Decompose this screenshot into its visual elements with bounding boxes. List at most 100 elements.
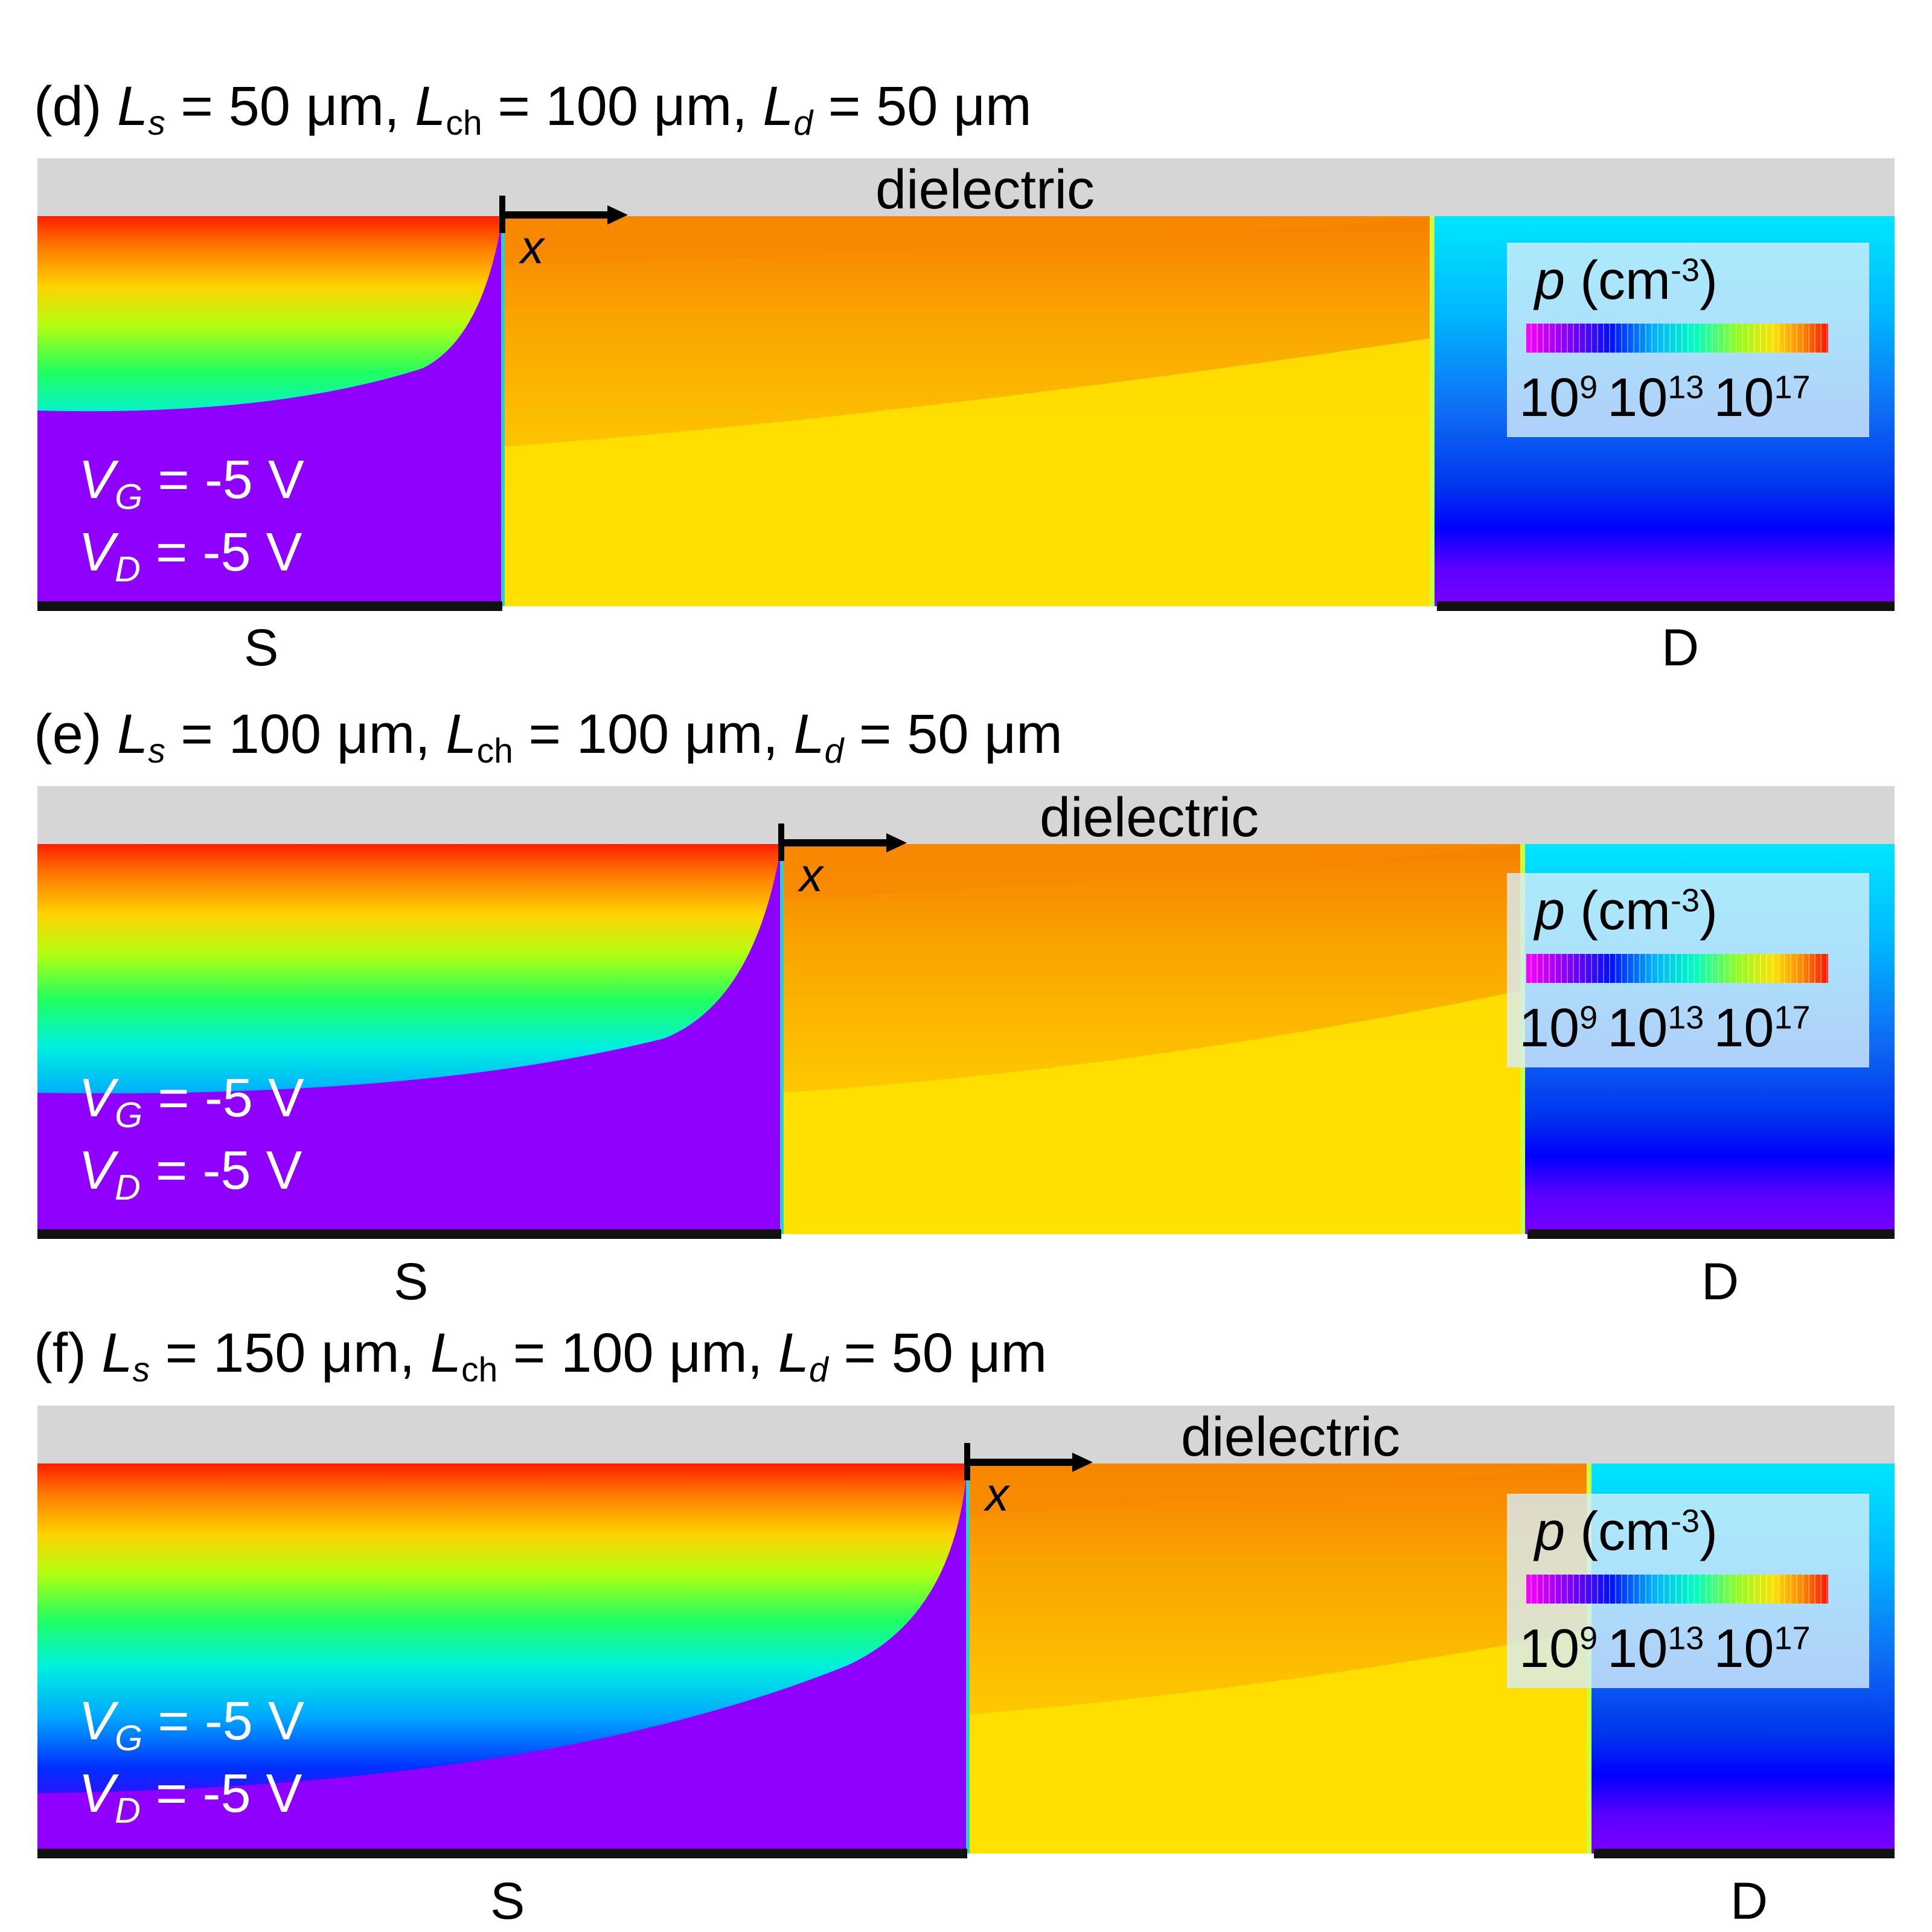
colorbar-level-divider — [1531, 324, 1532, 353]
colorbar-level-divider — [1621, 324, 1622, 353]
colorbar-level-divider — [1826, 324, 1828, 353]
colorbar-level-divider — [1712, 1575, 1713, 1604]
colorbar — [1526, 1575, 1828, 1604]
colorbar-level-divider — [1639, 954, 1640, 983]
colorbar-level-divider — [1645, 324, 1646, 353]
colorbar-level-divider — [1543, 1575, 1544, 1604]
colorbar-level-divider — [1675, 1575, 1677, 1604]
colorbar-level-divider — [1669, 954, 1671, 983]
source-label: S — [394, 1253, 429, 1311]
colorbar-level-divider — [1814, 1575, 1815, 1604]
colorbar-level-divider — [1615, 1575, 1616, 1604]
colorbar-level-divider — [1706, 954, 1707, 983]
colorbar-level-divider — [1820, 324, 1822, 353]
colorbar-level-divider — [1796, 954, 1797, 983]
vd-label: VD = -5 V — [78, 1764, 302, 1831]
panel-label: (d) — [34, 75, 102, 137]
colorbar-level-divider — [1603, 954, 1604, 983]
x-arrow-head — [607, 205, 628, 225]
ld-value: 50 μm — [891, 1322, 1048, 1384]
lch-value: 100 μm — [545, 75, 732, 137]
drain-label: D — [1662, 619, 1700, 677]
vg-label: VG = -5 V — [78, 450, 304, 517]
colorbar-level-divider — [1561, 1575, 1562, 1604]
colorbar-level-divider — [1730, 324, 1731, 353]
x-arrow-shaft — [967, 1459, 1076, 1466]
dielectric-label: dielectric — [1181, 1406, 1401, 1468]
colorbar-level-divider — [1724, 1575, 1725, 1604]
colorbar-level-divider — [1663, 954, 1665, 983]
colorbar-level-divider — [1802, 954, 1803, 983]
colorbar-level-divider — [1772, 954, 1773, 983]
colorbar — [1526, 324, 1828, 353]
tick-label: 109 — [1519, 368, 1598, 428]
source-depleted-region — [37, 845, 781, 1234]
vg-value: -5 V — [204, 450, 304, 510]
colorbar-level-divider — [1706, 1575, 1707, 1604]
colorbar-level-divider — [1633, 324, 1634, 353]
tick-label: 109 — [1519, 998, 1598, 1058]
colorbar-level-divider — [1657, 954, 1659, 983]
colorbar-level-divider — [1687, 324, 1689, 353]
colorbar-level-divider — [1760, 324, 1761, 353]
colorbar-level-divider — [1700, 324, 1701, 353]
colorbar-level-divider — [1784, 1575, 1785, 1604]
colorbar-level-divider — [1700, 1575, 1701, 1604]
colorbar-level-divider — [1826, 1575, 1828, 1604]
colorbar-level-divider — [1657, 1575, 1659, 1604]
colorbar-level-divider — [1784, 324, 1785, 353]
panel-title-e: (e) Ls = 100 μm, Lch = 100 μm, Ld = 50 μ… — [34, 703, 1063, 770]
colorbar-level-divider — [1694, 1575, 1695, 1604]
colorbar — [1526, 954, 1828, 983]
x-axis-label: x — [520, 220, 544, 273]
colorbar-ticks: 109 1013 1017 — [1519, 371, 1820, 425]
colorbar-level-divider — [1796, 1575, 1797, 1604]
colorbar-level-divider — [1609, 1575, 1610, 1604]
colorbar-level-divider — [1579, 954, 1580, 983]
colorbar-level-divider — [1760, 1575, 1761, 1604]
drain-contact — [1594, 1849, 1895, 1858]
legend-title: p (cm-3) — [1535, 881, 1718, 941]
colorbar-level-divider — [1645, 954, 1646, 983]
legend-title: p (cm-3) — [1535, 1502, 1718, 1562]
panel-label: (f) — [34, 1322, 86, 1384]
dielectric-layer — [37, 786, 1895, 844]
ls-value: 50 μm — [228, 75, 385, 137]
lch-value: 100 μm — [576, 703, 763, 765]
colorbar-level-divider — [1573, 954, 1574, 983]
colorbar-level-divider — [1543, 324, 1544, 353]
colorbar-level-divider — [1591, 1575, 1592, 1604]
colorbar-level-divider — [1760, 954, 1761, 983]
colorbar-level-divider — [1718, 1575, 1719, 1604]
colorbar-level-divider — [1766, 1575, 1767, 1604]
colorbar-level-divider — [1802, 1575, 1803, 1604]
colorbar-level-divider — [1802, 324, 1803, 353]
dielectric-layer — [37, 158, 1895, 216]
colorbar-level-divider — [1567, 1575, 1568, 1604]
vd-value: -5 V — [202, 1140, 302, 1201]
colorbar-level-divider — [1537, 954, 1538, 983]
source-contact — [37, 1849, 967, 1858]
colorbar-level-divider — [1597, 1575, 1598, 1604]
tick-label: 1013 — [1607, 998, 1704, 1058]
drain-label: D — [1701, 1253, 1739, 1311]
tick-label: 1017 — [1713, 998, 1811, 1058]
dielectric-label: dielectric — [1040, 787, 1259, 848]
colorbar-level-divider — [1603, 1575, 1604, 1604]
colorbar-level-divider — [1537, 1575, 1538, 1604]
colorbar-level-divider — [1675, 324, 1677, 353]
colorbar-level-divider — [1561, 324, 1562, 353]
x-arrow-shaft — [502, 211, 611, 219]
colorbar-legend: p (cm-3) 109 1013 1017 — [1507, 243, 1869, 437]
colorbar-level-divider — [1814, 954, 1815, 983]
colorbar-level-divider — [1766, 954, 1767, 983]
ld-value: 50 μm — [907, 703, 1063, 765]
colorbar-level-divider — [1718, 324, 1719, 353]
colorbar-legend: p (cm-3) 109 1013 1017 — [1507, 1494, 1869, 1688]
colorbar-level-divider — [1808, 954, 1809, 983]
tick-label: 1017 — [1713, 1619, 1811, 1679]
colorbar-level-divider — [1772, 324, 1773, 353]
colorbar-level-divider — [1808, 324, 1809, 353]
colorbar-level-divider — [1772, 1575, 1773, 1604]
colorbar-level-divider — [1591, 954, 1592, 983]
